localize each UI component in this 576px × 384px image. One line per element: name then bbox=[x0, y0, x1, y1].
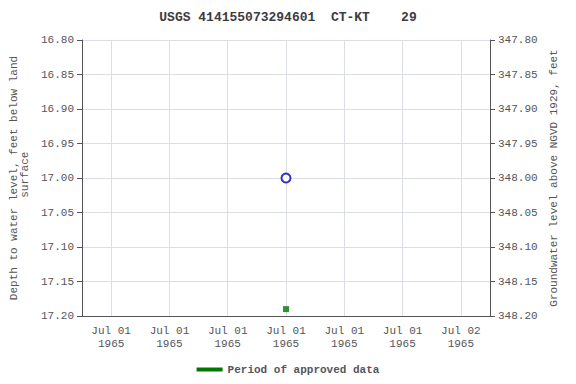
svg-text:17.20: 17.20 bbox=[41, 310, 74, 322]
svg-text:Depth to water level, feet bel: Depth to water level, feet below land bbox=[7, 55, 20, 301]
svg-text:347.80: 347.80 bbox=[498, 34, 538, 46]
svg-text:17.00: 17.00 bbox=[41, 172, 74, 184]
svg-text:16.85: 16.85 bbox=[41, 69, 74, 81]
svg-text:347.90: 347.90 bbox=[498, 103, 538, 115]
svg-text:surface: surface bbox=[19, 152, 31, 205]
svg-text:1965: 1965 bbox=[273, 338, 299, 350]
svg-text:347.95: 347.95 bbox=[498, 138, 538, 150]
svg-text:16.80: 16.80 bbox=[41, 34, 74, 46]
svg-text:17.05: 17.05 bbox=[41, 207, 74, 219]
svg-text:1965: 1965 bbox=[156, 338, 182, 350]
svg-text:Jul 01: Jul 01 bbox=[150, 325, 190, 337]
svg-text:1965: 1965 bbox=[448, 338, 474, 350]
svg-text:347.85: 347.85 bbox=[498, 69, 538, 81]
svg-text:USGS 414155073294601 CT-KT: USGS 414155073294601 CT-KT 29 bbox=[159, 10, 417, 25]
svg-text:Jul 01: Jul 01 bbox=[91, 325, 131, 337]
svg-text:Period of approved data: Period of approved data bbox=[228, 364, 380, 376]
svg-text:1965: 1965 bbox=[98, 338, 124, 350]
svg-text:Jul 01: Jul 01 bbox=[266, 325, 306, 337]
svg-text:348.00: 348.00 bbox=[498, 172, 538, 184]
svg-text:348.15: 348.15 bbox=[498, 276, 538, 288]
svg-text:1965: 1965 bbox=[331, 338, 357, 350]
svg-text:348.05: 348.05 bbox=[498, 207, 538, 219]
svg-text:348.10: 348.10 bbox=[498, 241, 538, 253]
svg-text:Jul 02: Jul 02 bbox=[441, 325, 481, 337]
svg-text:16.90: 16.90 bbox=[41, 103, 74, 115]
svg-text:16.95: 16.95 bbox=[41, 138, 74, 150]
svg-text:1965: 1965 bbox=[389, 338, 415, 350]
svg-text:Jul 01: Jul 01 bbox=[208, 325, 248, 337]
svg-text:17.10: 17.10 bbox=[41, 241, 74, 253]
svg-text:1965: 1965 bbox=[215, 338, 241, 350]
svg-text:17.15: 17.15 bbox=[41, 276, 74, 288]
svg-text:Jul 01: Jul 01 bbox=[324, 325, 364, 337]
svg-text:348.20: 348.20 bbox=[498, 310, 538, 322]
svg-text:Groundwater level above NGVD 1: Groundwater level above NGVD 1929, feet bbox=[548, 49, 560, 306]
svg-text:Jul 01: Jul 01 bbox=[383, 325, 423, 337]
